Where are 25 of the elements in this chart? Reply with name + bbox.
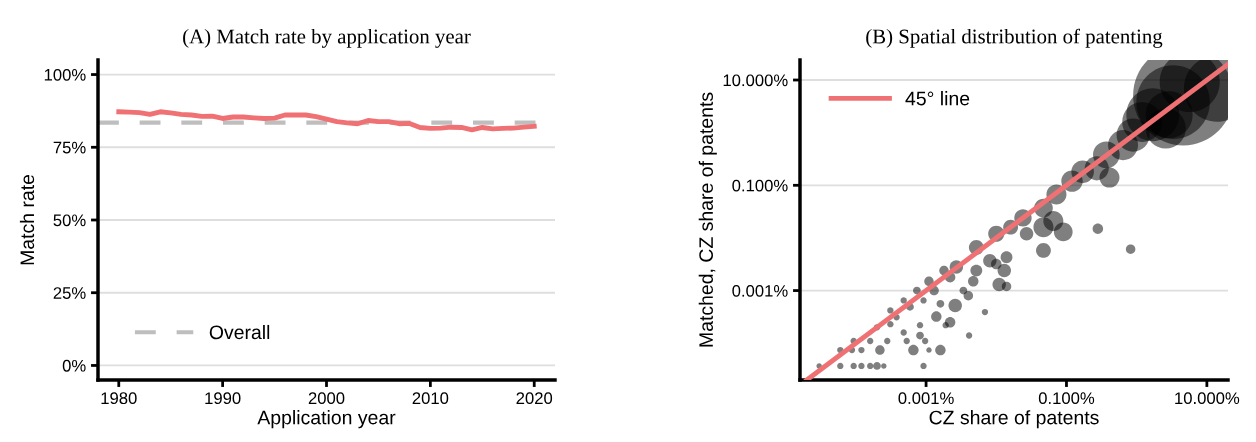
x-tick-label: 1980 bbox=[101, 392, 137, 405]
x-tick-label: 0.001% bbox=[898, 392, 954, 405]
y-tick-label: 25% bbox=[53, 287, 86, 299]
y-tick-label: 100% bbox=[44, 68, 86, 81]
x-axis-title: CZ share of patents bbox=[929, 410, 1099, 429]
y-tick-label: 75% bbox=[53, 141, 86, 154]
legend-label: 45° line bbox=[905, 91, 970, 106]
y-tick-label: 10.000% bbox=[723, 74, 788, 87]
x-tick-label: 2010 bbox=[412, 392, 449, 405]
y-tick-label: 0% bbox=[62, 359, 86, 372]
y-tick-label: 50% bbox=[53, 214, 86, 227]
y-tick-label: 0.100% bbox=[732, 179, 788, 192]
y-axis-title: Matched, CZ share of patents bbox=[698, 92, 717, 347]
x-tick-label: 1990 bbox=[205, 392, 241, 405]
x-tick-label: 2000 bbox=[308, 392, 345, 405]
y-axis-title: Match rate bbox=[19, 174, 35, 265]
line-series bbox=[116, 109, 537, 133]
x-tick-label: 2020 bbox=[516, 392, 553, 405]
y-tick-label: 0.001% bbox=[732, 284, 788, 297]
chart-title: (A) Match rate by application year bbox=[183, 28, 471, 48]
chart-title: (B) Spatial distribution of patenting bbox=[866, 28, 1163, 48]
x-tick-label: 0.100% bbox=[1038, 392, 1095, 405]
legend-label: Overall bbox=[209, 324, 270, 340]
x-axis-title: Application year bbox=[257, 410, 396, 429]
x-tick-label: 10.000% bbox=[1175, 392, 1240, 405]
